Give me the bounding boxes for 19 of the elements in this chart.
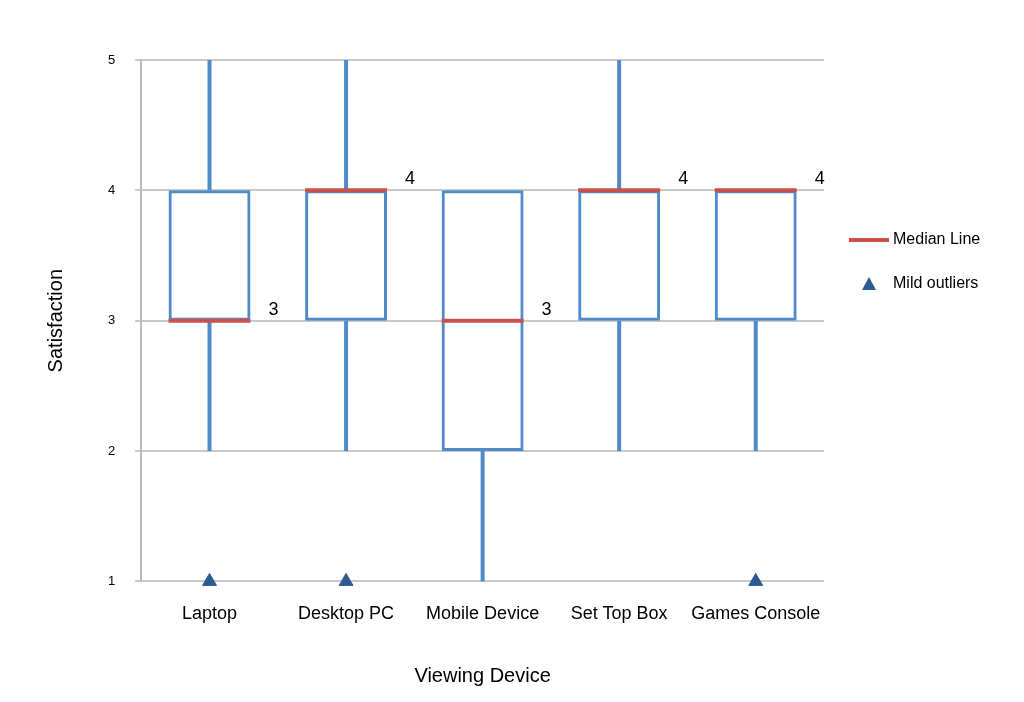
- x-tick-label: Desktop PC: [298, 603, 395, 624]
- x-axis-title: Viewing Device: [414, 663, 551, 686]
- y-tick-label: 2: [108, 442, 116, 458]
- text: Median Line: [893, 230, 981, 248]
- text: 4: [405, 168, 416, 189]
- y-tick-label: 1: [108, 572, 116, 588]
- legend-label: Mild outliers: [893, 274, 979, 292]
- x-tick-label: Games Console: [691, 603, 821, 624]
- x-tick-label: Set Top Box: [570, 603, 668, 624]
- y-tick-label: 5: [108, 51, 116, 67]
- text: 4: [678, 168, 689, 189]
- y-axis-title: Satisfaction: [43, 269, 66, 373]
- text: 3: [541, 298, 552, 319]
- x-tick-label: Mobile Device: [426, 603, 540, 624]
- y-tick-label: 4: [108, 181, 116, 197]
- y-tick-label: 3: [108, 312, 116, 328]
- text: 4: [814, 168, 825, 189]
- text: 3: [268, 298, 279, 319]
- x-tick-label: Laptop: [181, 603, 238, 624]
